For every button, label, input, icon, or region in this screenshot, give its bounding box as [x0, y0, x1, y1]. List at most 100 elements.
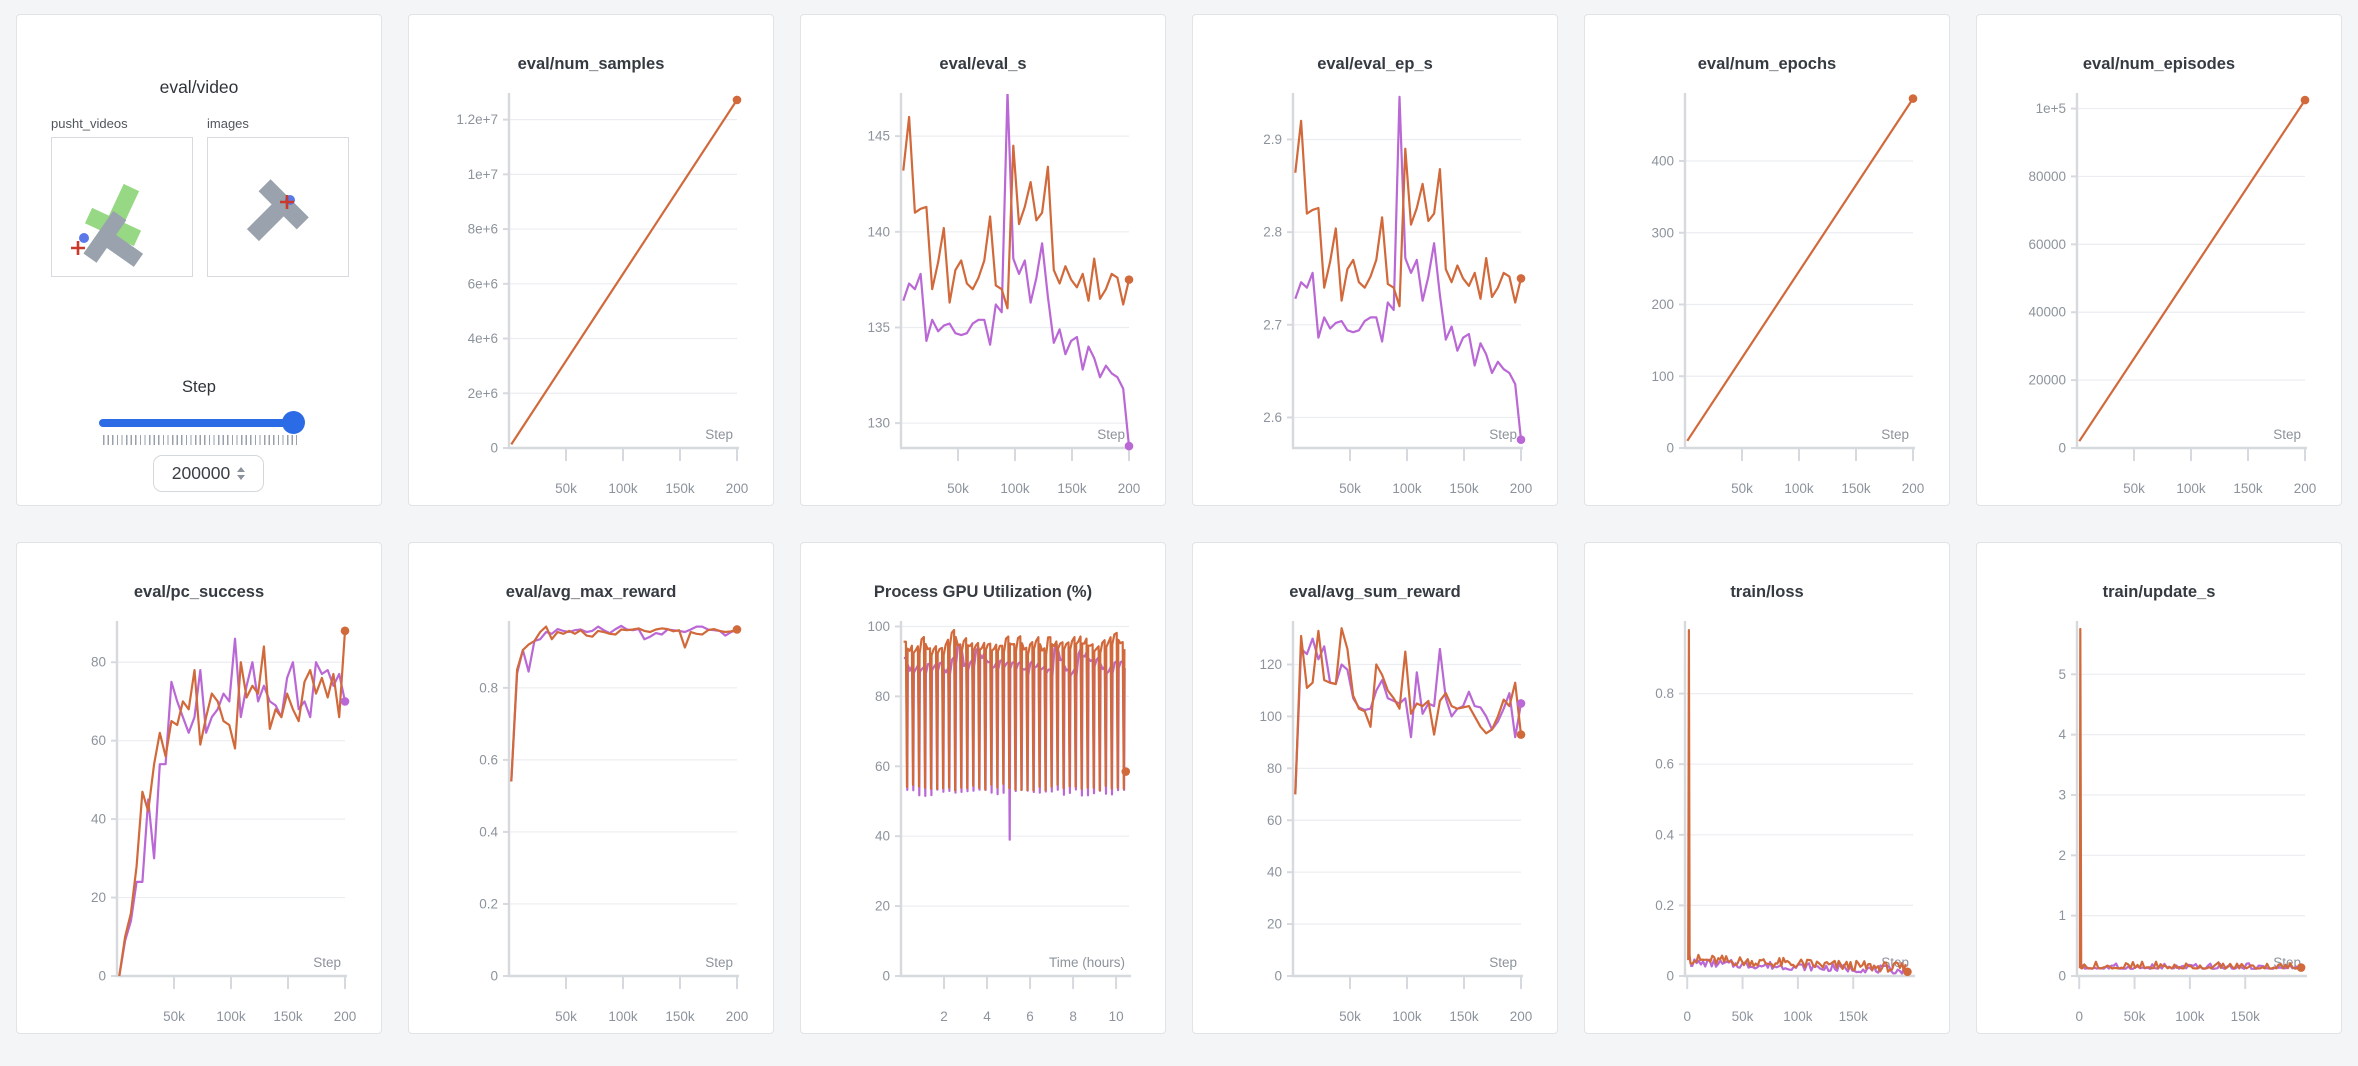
y-tick-label: 0	[98, 969, 106, 984]
chart-plot[interactable]: 0 20 40 60 80 100 120 50k 100k 150k 200 Step	[1193, 610, 1557, 1030]
chart-plot[interactable]: 0 20 40 60 80 100 2 4 6 8 10 Time (hours)	[801, 610, 1165, 1030]
step-slider-thumb[interactable]	[282, 411, 305, 434]
x-axis-label: Step	[1097, 427, 1125, 442]
series-end-dot-run-orange	[732, 625, 742, 634]
y-tick-label: 0	[1274, 969, 1282, 984]
spinner-down-icon[interactable]	[237, 475, 246, 480]
x-tick-label: 50k	[1339, 481, 1361, 496]
video-thumbnail-pusht[interactable]	[51, 137, 193, 277]
x-axis-label: Step	[313, 955, 341, 970]
chart-plot[interactable]: 2.6 2.7 2.8 2.9 50k 100k 150k 200 Step	[1193, 82, 1557, 502]
y-tick-label: 60000	[2028, 237, 2066, 252]
y-tick-label: 1.2e+7	[456, 112, 498, 127]
x-tick-label: 50k	[555, 481, 577, 496]
chart-panel-eval-num-samples[interactable]: eval/num_samples 0 2e+6 4e+6 6e+6 8e+6 1e+7 1.2…	[408, 14, 774, 506]
y-tick-label: 0	[2058, 969, 2066, 984]
y-tick-label: 0.2	[479, 896, 498, 911]
chart-plot[interactable]: 0 1 2 3 4 5 0 50k 100k 150k Step	[1977, 610, 2341, 1030]
chart-plot[interactable]: 0 2e+6 4e+6 6e+6 8e+6 1e+7 1.2e+7 50k 100k 150k 20…	[409, 82, 773, 502]
chart-panel-eval-avg-sum-reward[interactable]: eval/avg_sum_reward 0 20 40 60 80 100 120 50k 100…	[1192, 542, 1558, 1034]
step-slider[interactable]	[99, 411, 305, 434]
green-t-shape	[84, 183, 142, 247]
y-tick-label: 145	[867, 129, 890, 144]
x-tick-label: 100k	[1392, 1009, 1422, 1024]
y-tick-label: 0.8	[479, 680, 498, 695]
y-tick-label: 4	[2058, 727, 2066, 742]
y-tick-label: 400	[1651, 154, 1674, 169]
chart-plot[interactable]: 0 100 200 300 400 50k 100k 150k 200 Step	[1585, 82, 1949, 502]
y-tick-label: 2e+6	[468, 386, 498, 401]
chart-title: eval/num_samples	[517, 55, 665, 73]
series-line-run-orange	[1294, 627, 1523, 795]
y-tick-label: 0.8	[1655, 686, 1674, 701]
x-axis-label: Step	[1489, 427, 1517, 442]
y-tick-label: 0	[1666, 969, 1674, 984]
target-cross-icon	[280, 195, 294, 209]
chart-panel-train-update-s[interactable]: train/update_s 0 1 2 3 4 5 0 50k 100k 150k Step	[1976, 542, 2342, 1034]
y-tick-label: 130	[867, 416, 890, 431]
chart-plot[interactable]: 0 20 40 60 80 50k 100k 150k 200 Step	[17, 610, 381, 1030]
chart-plot[interactable]: 0 20000 40000 60000 80000 1e+5 50k 100k 150k 200 S…	[1977, 82, 2341, 502]
x-tick-label: 8	[1069, 1009, 1077, 1024]
step-input[interactable]: 200000	[153, 455, 264, 492]
series-line-run-orange	[903, 628, 1126, 792]
spinner-up-icon[interactable]	[237, 467, 246, 472]
chart-panel-process-gpu-utilization[interactable]: Process GPU Utilization (%) 0 20 40 60 80 100 2…	[800, 542, 1166, 1034]
x-axis-label: Step	[705, 427, 733, 442]
gray-t-shape	[246, 179, 309, 242]
x-tick-label: 200	[1902, 481, 1925, 496]
x-tick-label: 200	[1118, 481, 1141, 496]
y-tick-label: 8e+6	[468, 222, 498, 237]
series-end-dot-run-purple	[1516, 699, 1526, 708]
y-tick-label: 40000	[2028, 305, 2066, 320]
chart-title: eval/num_epochs	[1697, 55, 1837, 73]
series-line-run-purple	[510, 624, 738, 782]
chart-plot[interactable]: 130 135 140 145 50k 100k 150k 200 Step	[801, 82, 1165, 502]
chart-panel-eval-pc-success[interactable]: eval/pc_success 0 20 40 60 80 50k 100k 150k 200 St…	[16, 542, 382, 1034]
y-tick-label: 100	[867, 619, 890, 634]
chart-title: eval/eval_s	[939, 55, 1027, 73]
image-thumbnail[interactable]	[207, 137, 349, 277]
series-line-run-orange	[2078, 99, 2306, 442]
y-tick-label: 0	[490, 441, 498, 456]
chart-panel-train-loss[interactable]: train/loss 0 0.2 0.4 0.6 0.8 0 50k 100k 150k Step	[1584, 542, 1950, 1034]
target-cross-icon	[71, 241, 85, 255]
series-line-run-orange	[510, 99, 738, 446]
chart-plot[interactable]: 0 0.2 0.4 0.6 0.8 50k 100k 150k 200 Step	[409, 610, 773, 1030]
x-tick-label: 200	[726, 481, 749, 496]
x-tick-label: 100k	[608, 1009, 638, 1024]
y-tick-label: 0	[1666, 441, 1674, 456]
x-tick-label: 100k	[608, 481, 638, 496]
chart-title: eval/eval_ep_s	[1317, 55, 1433, 73]
y-tick-label: 60	[91, 733, 106, 748]
chart-panel-eval-eval-ep-s[interactable]: eval/eval_ep_s 2.6 2.7 2.8 2.9 50k 100k 150k 200…	[1192, 14, 1558, 506]
series-end-dot-run-orange	[2300, 95, 2310, 105]
series-end-dot-run-orange	[1903, 967, 1912, 977]
series-line-run-orange	[902, 115, 1131, 310]
y-tick-label: 0.4	[1655, 827, 1674, 842]
x-tick-label: 50k	[555, 1009, 577, 1024]
step-input-spinner[interactable]	[237, 467, 246, 480]
chart-panel-eval-num-episodes[interactable]: eval/num_episodes 0 20000 40000 60000 80000 1e…	[1976, 14, 2342, 506]
chart-panel-eval-num-epochs[interactable]: eval/num_epochs 0 100 200 300 400 50k 100k 150k 2…	[1584, 14, 1950, 506]
x-tick-label: 200	[334, 1009, 357, 1024]
series-line-run-orange	[1686, 97, 1914, 442]
series-end-dot-run-orange	[2296, 963, 2306, 972]
chart-panel-eval-eval-s[interactable]: eval/eval_s 130 135 140 145 50k 100k 150k 200 Ste…	[800, 14, 1166, 506]
gray-t-shape	[83, 210, 144, 267]
series-end-dot-run-orange	[1124, 275, 1134, 284]
chart-panel-eval-avg-max-reward[interactable]: eval/avg_max_reward 0 0.2 0.4 0.6 0.8 50k 100k 1…	[408, 542, 774, 1034]
x-tick-label: 100k	[2176, 481, 2206, 496]
series-line-run-orange	[2078, 627, 2300, 970]
x-tick-label: 200	[726, 1009, 749, 1024]
y-tick-label: 80	[875, 689, 890, 704]
x-tick-label: 50k	[2124, 1009, 2146, 1024]
x-tick-label: 200	[1510, 481, 1533, 496]
x-axis-label: Time (hours)	[1049, 955, 1125, 970]
series-line-run-purple	[118, 637, 347, 977]
y-tick-label: 40	[1267, 865, 1282, 880]
series-line-run-orange	[510, 625, 738, 782]
series-end-dot-run-orange	[1516, 730, 1526, 739]
